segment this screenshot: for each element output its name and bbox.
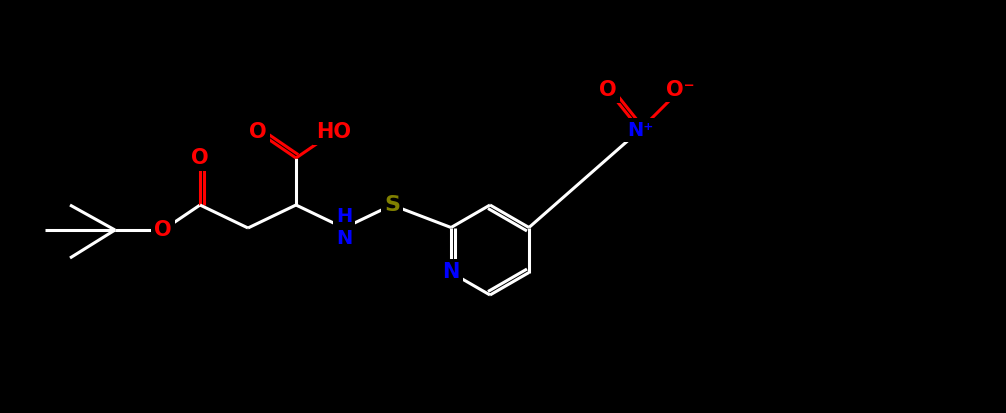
Text: O: O [191, 148, 209, 168]
Text: O⁻: O⁻ [666, 80, 694, 100]
Text: H
N: H N [336, 207, 352, 249]
Text: O: O [249, 122, 267, 142]
Text: O: O [600, 80, 617, 100]
Text: N⁺: N⁺ [627, 121, 653, 140]
Text: N: N [443, 263, 460, 282]
Text: S: S [384, 195, 400, 215]
Text: HO: HO [317, 122, 351, 142]
Text: O: O [154, 220, 172, 240]
